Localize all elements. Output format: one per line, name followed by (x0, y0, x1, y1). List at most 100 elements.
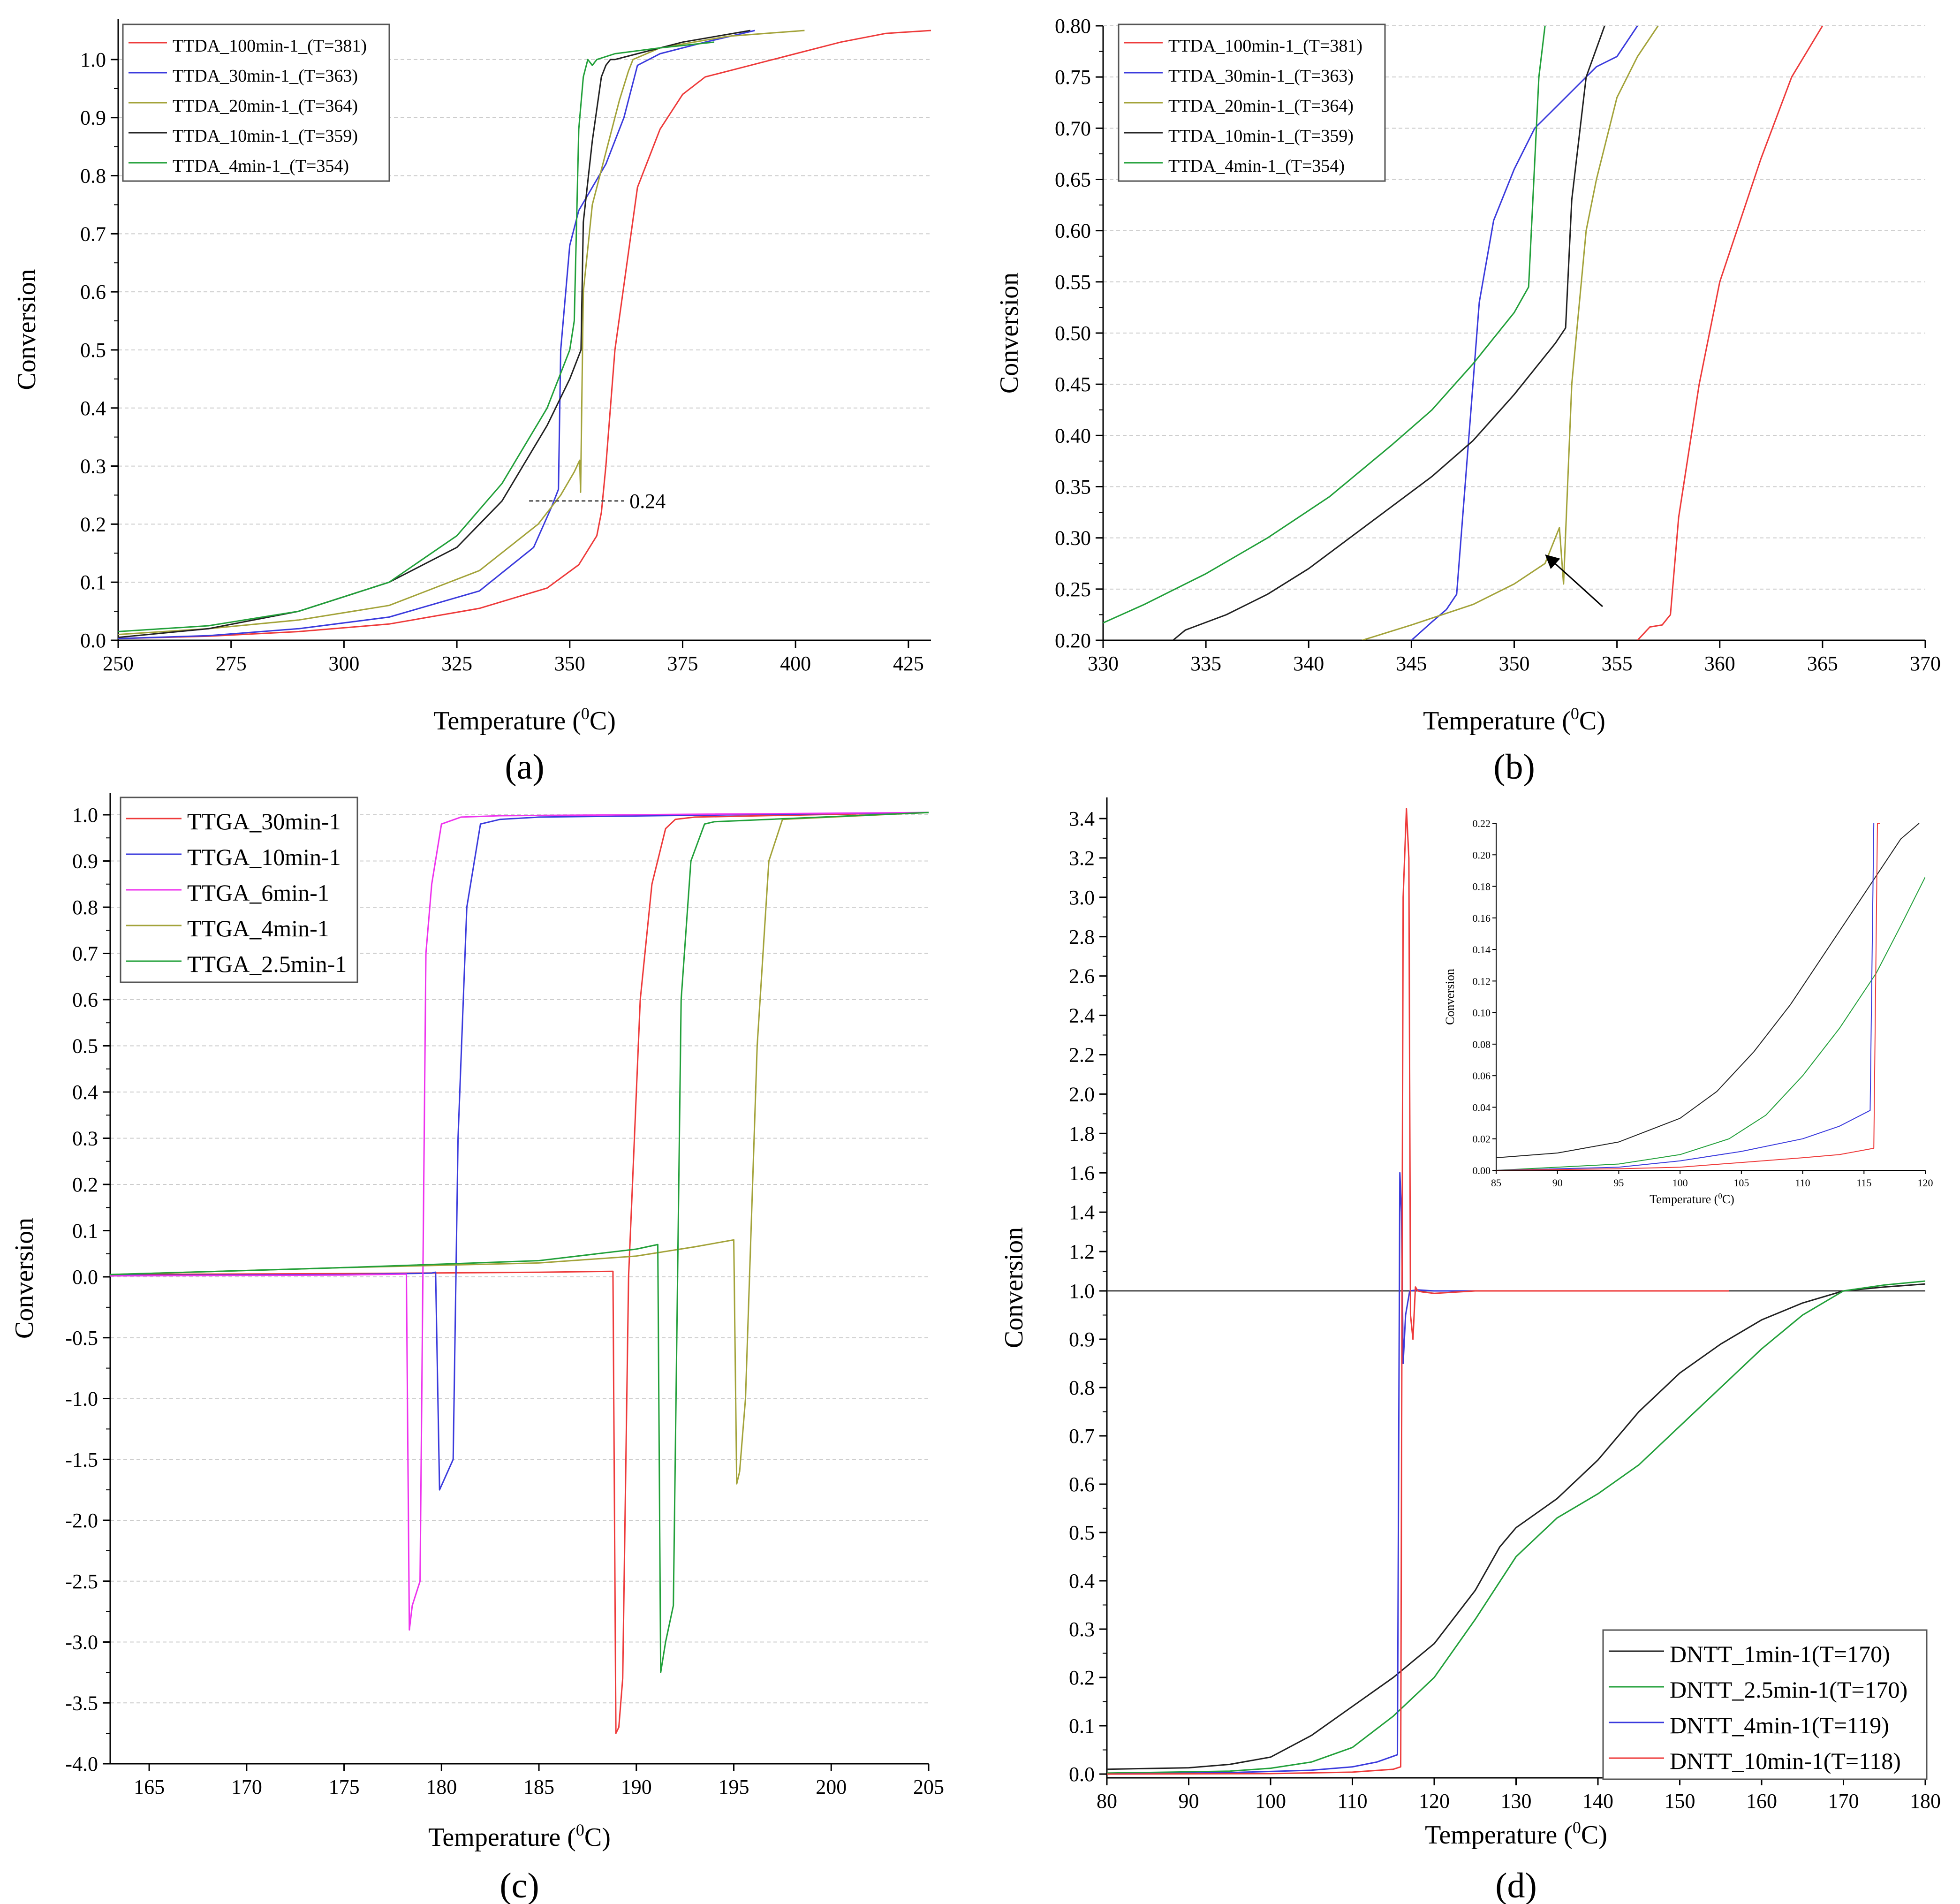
inset-x-title-text: Temperature ( (1650, 1192, 1718, 1206)
series-line-1 (1411, 26, 1638, 640)
legend-entry: TTGA_30min-1 (187, 808, 341, 834)
inset-y-tick-label: 0.22 (1473, 818, 1491, 829)
y-tick-label: 0.20 (1055, 629, 1091, 652)
x-tick-label: 180 (426, 1775, 457, 1798)
legend-entry: TTGA_10min-1 (187, 844, 341, 870)
x-tick-label: 160 (1746, 1790, 1777, 1813)
x-tick-label: 330 (1088, 652, 1119, 675)
inset-background (1496, 823, 1925, 1170)
x-axis-title: Temperature (0C) (428, 1821, 611, 1852)
x-axis-title-end: C) (590, 706, 616, 736)
panel-label: (a) (505, 747, 544, 787)
annotation-label: 0.24 (629, 490, 666, 513)
y-tick-label: -2.5 (65, 1570, 98, 1593)
x-tick-label: 120 (1419, 1790, 1450, 1813)
x-axis-title-end: C) (584, 1823, 611, 1852)
y-tick-label: 0.70 (1055, 117, 1091, 140)
y-tick-label: 0.75 (1055, 66, 1091, 89)
x-tick-label: 425 (893, 652, 924, 675)
y-tick-label: -4.0 (65, 1752, 98, 1775)
x-tick-label: 170 (231, 1775, 262, 1798)
series-line-1 (1107, 1280, 1925, 1774)
series-line-1 (1496, 876, 1925, 1170)
y-tick-label: 0.9 (1069, 1328, 1095, 1351)
x-tick-label: 205 (913, 1775, 944, 1798)
legend-entry: DNTT_1min-1(T=170) (1670, 1641, 1890, 1667)
legend-entry: TTDA_20min-1_(T=364) (173, 96, 358, 116)
y-tick-label: -3.0 (65, 1631, 98, 1654)
x-axis-title-sup: 0 (1571, 704, 1579, 723)
y-tick-label: 0.6 (72, 988, 98, 1011)
x-tick-label: 140 (1582, 1790, 1613, 1813)
x-tick-label: 325 (441, 652, 472, 675)
y-tick-label: 0.6 (80, 281, 106, 303)
series-line-2 (118, 30, 805, 636)
legend-entry: TTDA_20min-1_(T=364) (1168, 96, 1354, 116)
y-tick-label: 2.8 (1069, 925, 1095, 948)
annotation-arrow (1545, 554, 1603, 607)
y-tick-label: -2.0 (65, 1509, 98, 1532)
y-tick-label: -3.5 (65, 1692, 98, 1714)
series-line-2 (1362, 26, 1659, 640)
x-tick-label: 275 (216, 652, 247, 675)
y-tick-label: 0.80 (1055, 15, 1091, 38)
x-tick-label: 350 (554, 652, 585, 675)
y-tick-label: 0.4 (72, 1081, 98, 1104)
series-line-3 (1173, 26, 1605, 640)
x-tick-label: 370 (1910, 652, 1941, 675)
inset-x-axis-title: Temperature (0C) (1650, 1191, 1734, 1206)
x-tick-label: 350 (1499, 652, 1530, 675)
y-tick-label: 0.8 (80, 165, 106, 188)
x-tick-label: 80 (1097, 1790, 1117, 1813)
x-tick-label: 100 (1255, 1790, 1286, 1813)
y-tick-label: 0.9 (80, 106, 106, 129)
x-tick-label: 375 (667, 652, 698, 675)
x-axis-title-end: C) (1579, 706, 1605, 736)
y-tick-label: 0.60 (1055, 220, 1091, 243)
y-tick-label: 0.7 (80, 222, 106, 245)
series-line-4 (1103, 26, 1546, 624)
inset-y-tick-label: 0.00 (1473, 1165, 1491, 1176)
legend-entry: TTDA_4min-1_(T=354) (1168, 156, 1345, 176)
inset-x-tick-label: 95 (1613, 1177, 1624, 1189)
y-tick-label: 0.6 (1069, 1473, 1095, 1496)
y-tick-label: 0.2 (1069, 1666, 1095, 1689)
y-tick-label: 1.8 (1069, 1122, 1095, 1145)
panel-label: (c) (499, 1866, 539, 1904)
y-tick-label: 0.50 (1055, 322, 1091, 345)
legend-entry: TTGA_4min-1 (187, 915, 329, 941)
legend-box (122, 23, 390, 182)
legend-entry: TTGA_6min-1 (187, 880, 329, 906)
legend-entry: TTGA_2.5min-1 (187, 951, 347, 977)
series-line-3 (1496, 823, 1880, 1170)
legend-box (1602, 1629, 1928, 1780)
x-tick-label: 355 (1602, 652, 1633, 675)
x-axis-title-end: C) (1581, 1821, 1607, 1850)
y-tick-label: 0.1 (1069, 1714, 1095, 1737)
x-tick-label: 110 (1337, 1790, 1367, 1813)
panel-c: -4.0 -3.5 -3.0 -2.5 -2.0 -1.5 -1.0 -0.5 0.0 0.1 0.… (10, 793, 944, 1904)
y-tick-label: 0.0 (80, 629, 106, 652)
y-tick-label: 0.8 (1069, 1376, 1095, 1399)
y-tick-label: 2.2 (1069, 1044, 1095, 1067)
y-tick-label: 0.4 (80, 397, 106, 420)
y-tick-label: 1.0 (72, 804, 98, 827)
x-axis-title-sup: 0 (576, 1821, 584, 1839)
y-tick-label: -1.5 (65, 1448, 98, 1471)
legend-entry: TTDA_4min-1_(T=354) (173, 156, 349, 176)
x-axis-title-sup: 0 (581, 704, 590, 723)
y-tick-label: 2.4 (1069, 1004, 1095, 1027)
x-tick-label: 180 (1910, 1790, 1941, 1813)
inset-x-tick-label: 115 (1856, 1177, 1871, 1189)
y-axis-title: Conversion (999, 1227, 1029, 1348)
x-tick-label: 400 (780, 652, 811, 675)
series-line-4 (118, 41, 715, 632)
inset-y-tick-label: 0.10 (1473, 1007, 1491, 1019)
y-tick-label: 1.6 (1069, 1161, 1095, 1184)
x-tick-label: 195 (719, 1775, 749, 1798)
x-tick-label: 200 (816, 1775, 847, 1798)
series-line-0 (1496, 823, 1920, 1159)
y-tick-label: 0.5 (1069, 1521, 1095, 1544)
y-tick-label: 1.0 (80, 48, 106, 71)
legend-entry: TTDA_30min-1_(T=363) (173, 66, 358, 86)
